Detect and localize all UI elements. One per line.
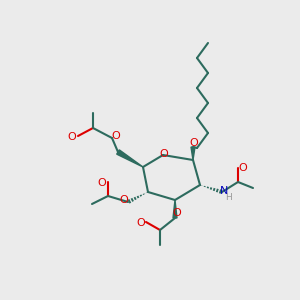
Polygon shape: [191, 147, 195, 160]
Text: O: O: [190, 138, 198, 148]
Text: O: O: [98, 178, 106, 188]
Text: H: H: [226, 193, 232, 202]
Polygon shape: [117, 150, 143, 167]
Text: O: O: [68, 132, 76, 142]
Text: O: O: [120, 195, 128, 205]
Text: O: O: [238, 163, 247, 173]
Text: O: O: [160, 149, 168, 159]
Text: O: O: [112, 131, 120, 141]
Polygon shape: [173, 200, 177, 218]
Text: O: O: [172, 208, 182, 218]
Text: N: N: [220, 186, 228, 196]
Text: O: O: [136, 218, 146, 228]
